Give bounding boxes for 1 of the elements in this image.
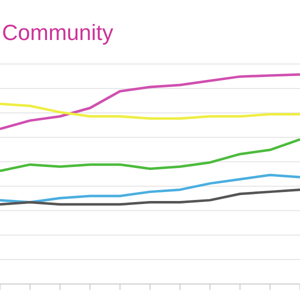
- chart-title: Community: [2, 20, 114, 46]
